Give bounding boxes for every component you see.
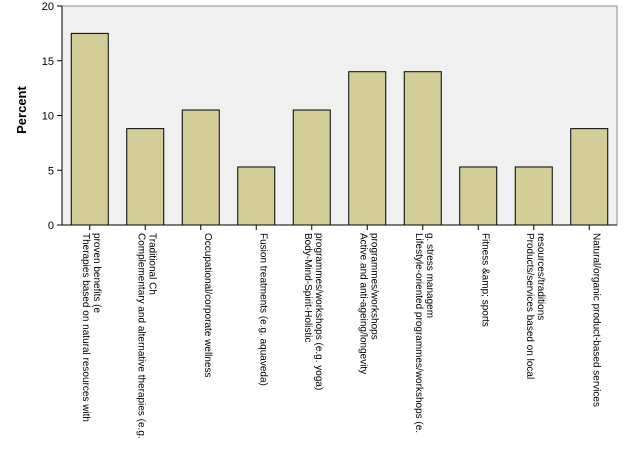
y-tick-label: 0: [48, 220, 54, 232]
y-axis-ticks: 0 5 10 15 20: [42, 1, 62, 232]
x-category-label: Active and anti-ageing/longevity: [357, 233, 368, 374]
x-category-label: resources/traditions: [535, 233, 546, 320]
bar: [292, 109, 331, 226]
x-category-label: Fusion treatments (e.g. aquaveda): [257, 233, 268, 386]
x-category-label: Traditional Ch: [146, 233, 157, 295]
bar: [348, 71, 387, 226]
y-axis-title: Percent: [14, 85, 29, 133]
y-tick-label: 15: [42, 56, 54, 68]
bar: [403, 71, 442, 226]
bars: [70, 32, 609, 226]
y-tick-label: 5: [48, 165, 54, 177]
x-category-label: Occupational/corporate wellness: [202, 233, 213, 378]
bar: [181, 109, 220, 226]
bar: [70, 32, 109, 226]
x-category-label: programmes/workshops (e.g. yoga): [313, 233, 324, 390]
x-category-label: Products/services based on local: [524, 233, 535, 379]
x-category-label: programmes/workshops: [368, 233, 379, 340]
x-category-label: proven benefits (e: [91, 233, 102, 313]
x-category-label: Lifestyle-oriented programmes/workshops …: [413, 233, 424, 433]
y-tick-label: 10: [42, 111, 54, 123]
bar: [570, 128, 609, 226]
x-category-label: Natural/organic product-based services: [590, 233, 601, 407]
x-category-label: Body-Mind-Spirit-Holistic: [302, 233, 313, 342]
bar: [514, 166, 553, 226]
y-tick-label: 20: [42, 1, 54, 13]
x-category-label: Fitness &amp; sports: [479, 233, 490, 327]
x-category-label: g. stress managem: [424, 233, 435, 318]
bar: [459, 166, 498, 226]
x-category-label: Therapies based on natural resources wit…: [80, 233, 91, 422]
x-axis-category-labels: Therapies based on natural resources wit…: [80, 225, 601, 439]
bar: [237, 166, 276, 226]
bar: [126, 128, 165, 226]
x-category-label: Complementary and alternative therapies …: [135, 233, 146, 439]
